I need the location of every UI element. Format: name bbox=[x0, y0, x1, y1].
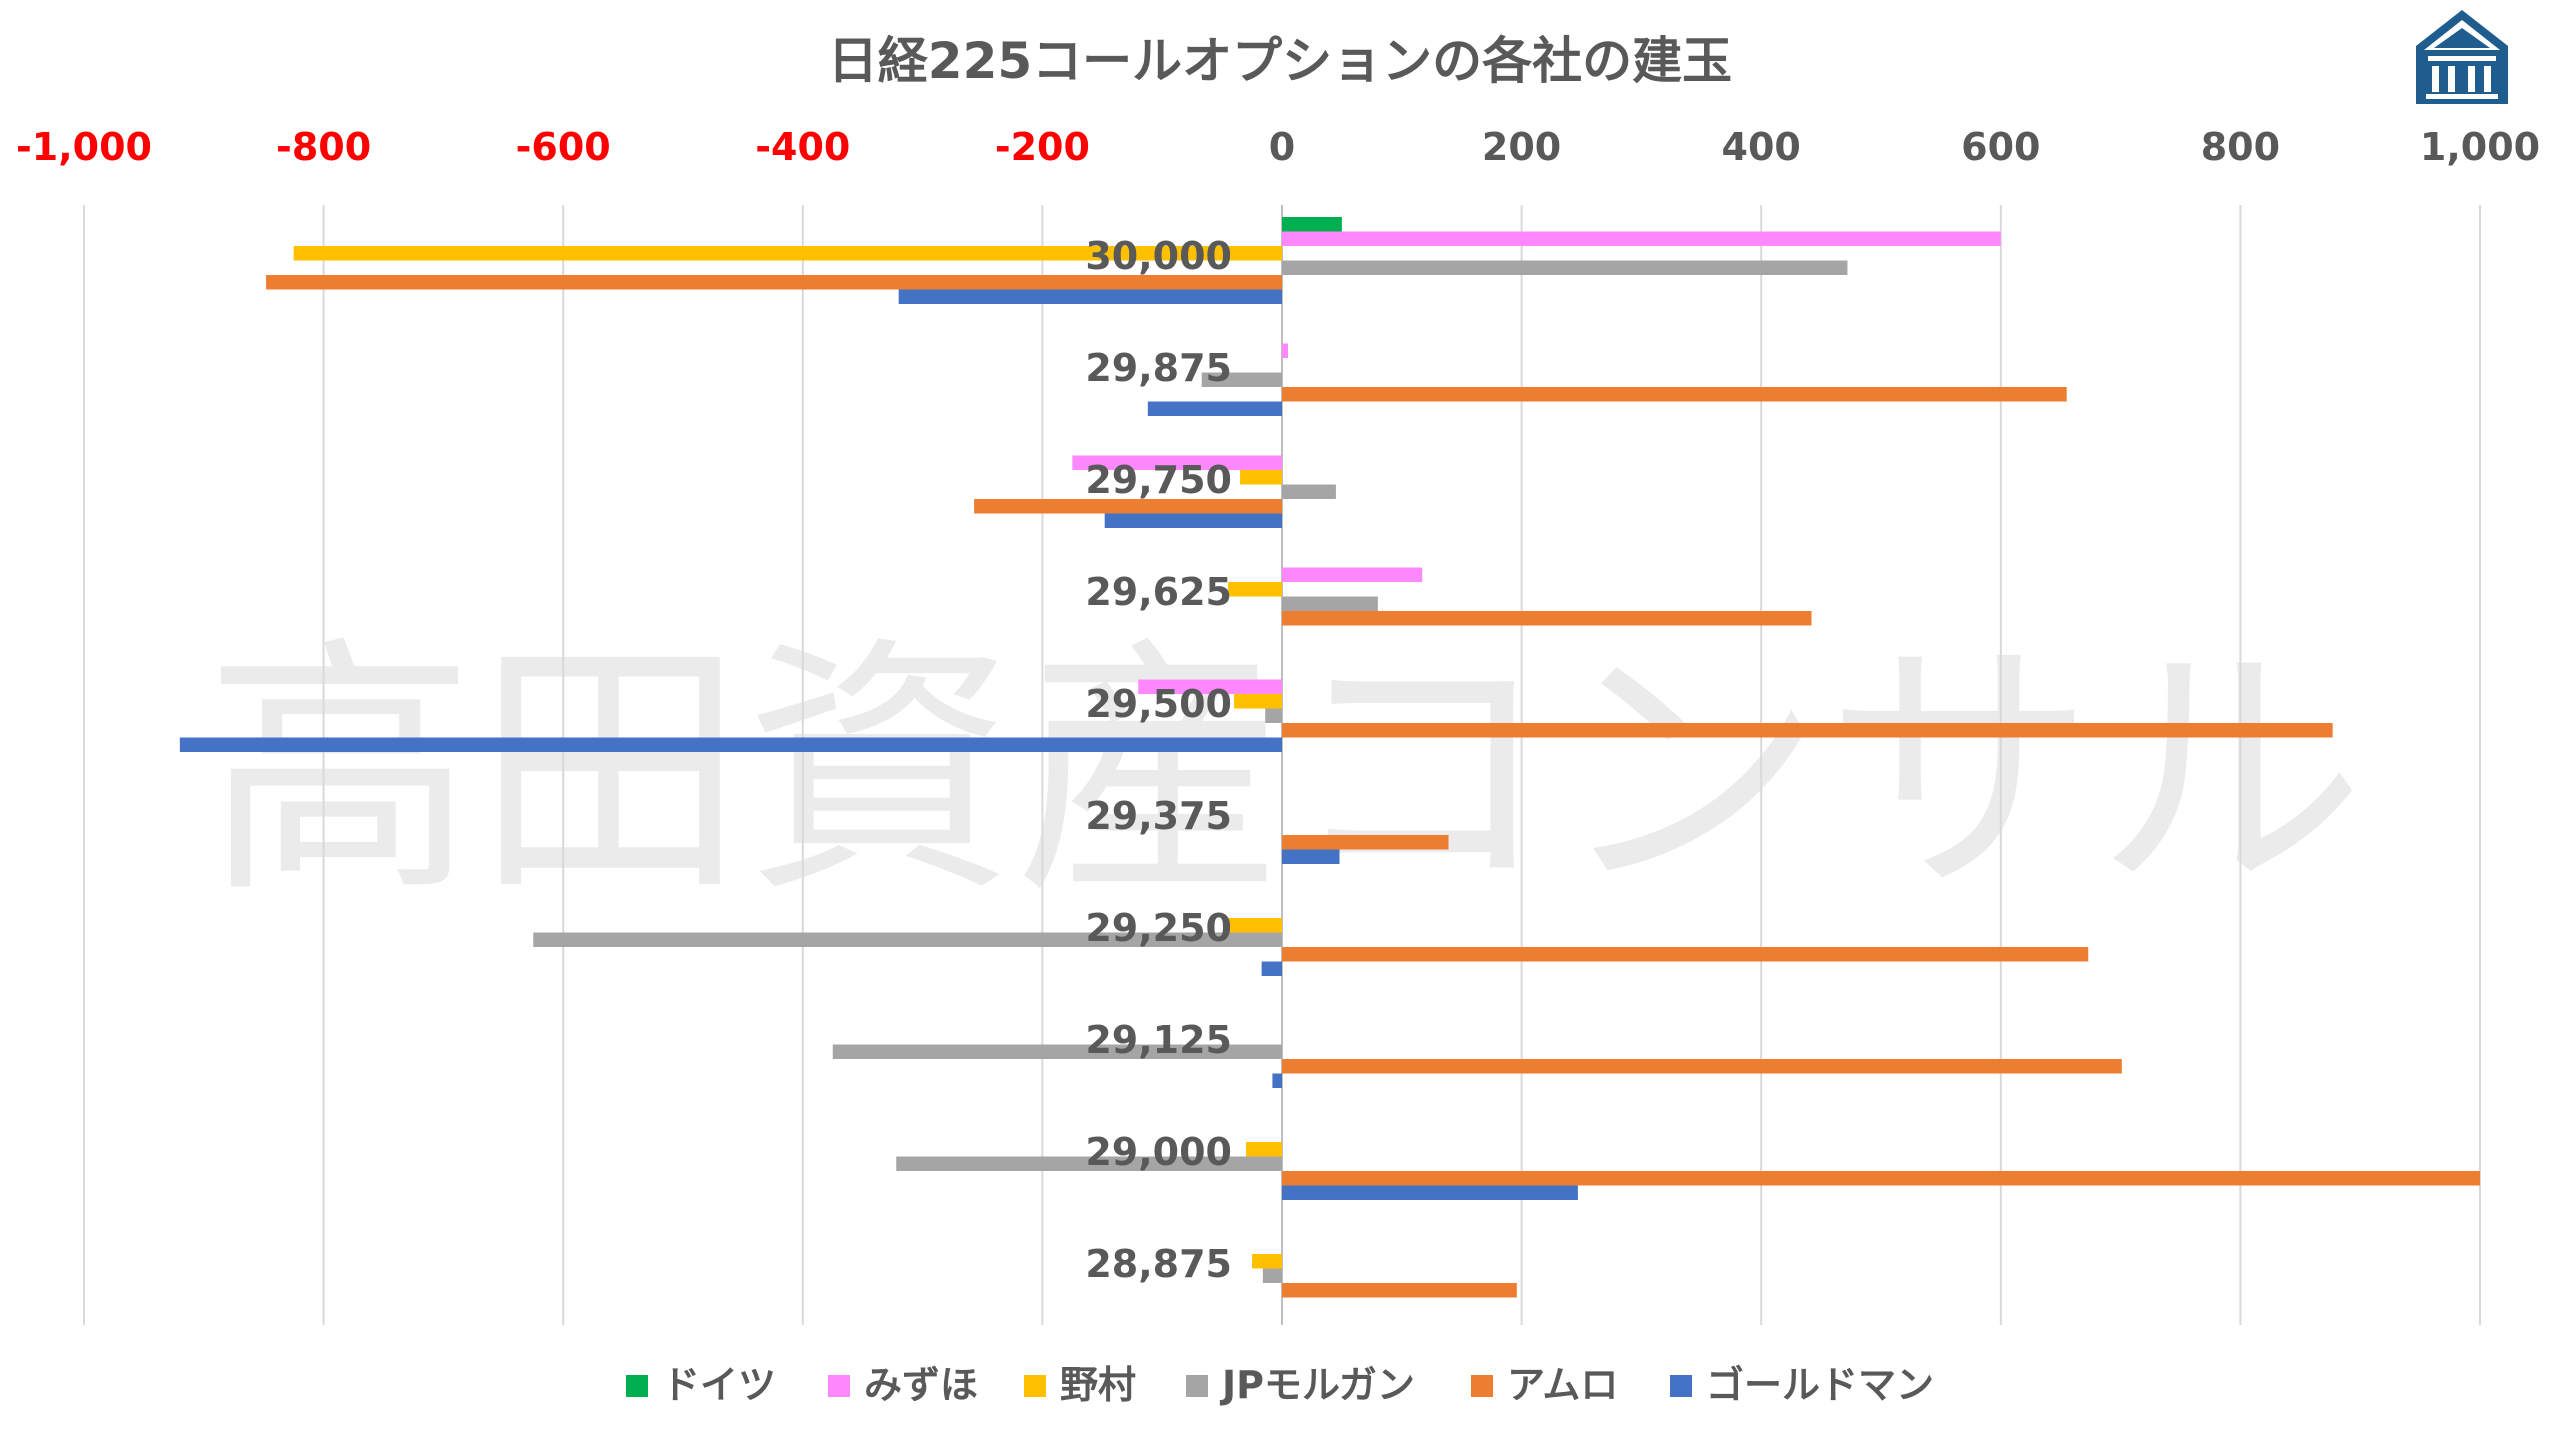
bar bbox=[1262, 1268, 1282, 1283]
legend: ドイツ みずほ 野村 JPモルガン アムロ ゴールドマン bbox=[626, 1363, 1934, 1407]
x-tick-label: -600 bbox=[516, 125, 611, 169]
watermark-text: 高田資産コンサル bbox=[205, 614, 2365, 929]
x-tick-label: 600 bbox=[1961, 125, 2040, 169]
x-tick-label: 200 bbox=[1482, 125, 1561, 169]
category-label: 29,000 bbox=[1085, 1130, 1232, 1174]
x-axis-ticks: -1,000 -800 -600 -400 -200 0 200 400 600 800 1,000 bbox=[16, 125, 2540, 169]
bar bbox=[1265, 708, 1282, 723]
x-tick-label: 400 bbox=[1722, 125, 1801, 169]
bar bbox=[179, 737, 1283, 752]
legend-swatch bbox=[1186, 1375, 1208, 1397]
category-label: 29,375 bbox=[1085, 794, 1232, 838]
bar bbox=[1246, 1142, 1282, 1157]
bars bbox=[179, 217, 2480, 1298]
legend-swatch bbox=[828, 1375, 850, 1397]
bar bbox=[1282, 596, 1378, 611]
bar bbox=[1282, 260, 1848, 275]
x-tick-label: 0 bbox=[1269, 125, 1295, 169]
bar bbox=[1282, 484, 1336, 499]
bar bbox=[1282, 231, 2001, 246]
x-tick-label: 1,000 bbox=[2420, 125, 2540, 169]
bar bbox=[1138, 679, 1282, 694]
bar bbox=[896, 1156, 1282, 1171]
category-label: 28,875 bbox=[1085, 1242, 1232, 1286]
bar bbox=[1282, 849, 1340, 864]
bar bbox=[1240, 470, 1282, 485]
bar bbox=[533, 932, 1282, 947]
category-label: 29,625 bbox=[1085, 570, 1232, 614]
bar bbox=[1282, 1185, 1578, 1200]
bar bbox=[1282, 723, 2333, 738]
bar bbox=[974, 499, 1282, 514]
chart-title: 日経225コールオプションの各社の建玉 bbox=[828, 32, 1732, 90]
legend-swatch bbox=[1471, 1375, 1493, 1397]
category-label: 29,500 bbox=[1085, 682, 1232, 726]
category-label: 30,000 bbox=[1085, 234, 1232, 278]
legend-label: 野村 bbox=[1060, 1363, 1136, 1407]
bar bbox=[1282, 835, 1449, 850]
bar bbox=[1201, 372, 1282, 387]
bar bbox=[1282, 1059, 2122, 1074]
bar bbox=[1282, 217, 1342, 232]
bar bbox=[1272, 1073, 1282, 1088]
bar bbox=[1234, 694, 1282, 709]
bar bbox=[1282, 567, 1423, 582]
bar bbox=[1228, 582, 1282, 597]
bar bbox=[898, 289, 1282, 304]
bar bbox=[1282, 611, 1812, 626]
bar bbox=[1282, 387, 2067, 402]
legend-label: JPモルガン bbox=[1219, 1363, 1415, 1407]
bank-logo-icon bbox=[2416, 10, 2508, 104]
category-labels: 30,000 29,875 29,750 29,625 29,500 29,375 29,2… bbox=[1085, 234, 1232, 1286]
bar bbox=[1072, 455, 1282, 470]
legend-label: ゴールドマン bbox=[1706, 1363, 1934, 1407]
category-label: 29,250 bbox=[1085, 906, 1232, 950]
legend-label: ドイツ bbox=[662, 1363, 776, 1407]
bar bbox=[1282, 343, 1288, 358]
bar bbox=[1261, 961, 1282, 976]
x-tick-label: -800 bbox=[276, 125, 371, 169]
bar bbox=[1282, 947, 2089, 962]
bar bbox=[1252, 1254, 1282, 1269]
bar bbox=[1104, 513, 1282, 528]
legend-swatch bbox=[1024, 1375, 1046, 1397]
category-label: 29,750 bbox=[1085, 458, 1232, 502]
bar bbox=[1147, 401, 1282, 416]
bar bbox=[266, 275, 1282, 290]
legend-swatch bbox=[1670, 1375, 1692, 1397]
x-tick-label: -200 bbox=[995, 125, 1090, 169]
bar bbox=[1228, 918, 1282, 933]
bar bbox=[832, 1044, 1282, 1059]
category-label: 29,125 bbox=[1085, 1018, 1232, 1062]
bar bbox=[1282, 1283, 1517, 1298]
bar bbox=[293, 246, 1282, 261]
bar bbox=[1282, 1171, 2480, 1186]
legend-swatch bbox=[626, 1375, 648, 1397]
x-tick-label: 800 bbox=[2201, 125, 2280, 169]
x-tick-label: -400 bbox=[755, 125, 850, 169]
legend-label: アムロ bbox=[1507, 1363, 1618, 1407]
x-tick-label: -1,000 bbox=[16, 125, 152, 169]
category-label: 29,875 bbox=[1085, 346, 1232, 390]
legend-label: みずほ bbox=[864, 1363, 978, 1407]
